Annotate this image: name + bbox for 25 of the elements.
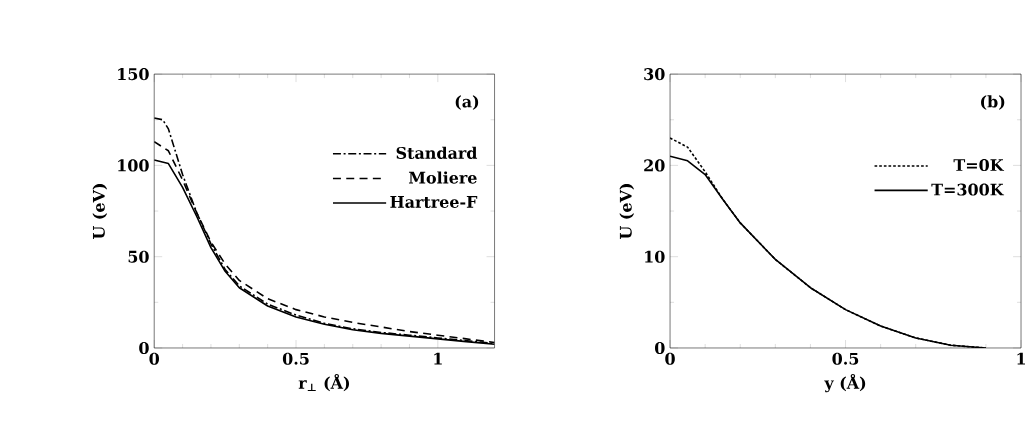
x-tick-label: 0: [149, 352, 160, 365]
y-axis-title: U (eV): [92, 184, 108, 240]
legend-label: T=0K: [953, 159, 1005, 172]
y-tick-label: 50: [128, 250, 149, 263]
y-tick-label: 20: [644, 159, 665, 172]
x-tick-label: 1: [434, 352, 442, 365]
y-tick-label: 150: [118, 68, 149, 81]
legend-label: Standard: [396, 146, 478, 160]
x-tick-label: 1: [1017, 352, 1025, 365]
y-tick-label: 0: [139, 342, 149, 355]
x-tick-label: 0.5: [832, 352, 859, 365]
annotation: (a): [455, 95, 479, 110]
y-tick-label: 30: [644, 68, 665, 81]
x-tick-label: 0.5: [282, 352, 309, 365]
legend-label: Moliere: [408, 171, 477, 184]
x-axis-title: y (Å): [824, 374, 866, 393]
legend-label: Hartree-F: [390, 196, 478, 209]
annotation: (b): [981, 95, 1005, 110]
x-axis-title: r$_{⊥}$ (Å): [298, 374, 350, 392]
y-tick-label: 10: [645, 250, 665, 263]
legend-label: T=300K: [931, 183, 1005, 196]
y-tick-label: 0: [655, 342, 665, 355]
y-axis-title: U (eV): [619, 184, 635, 240]
x-tick-label: 0: [665, 352, 675, 365]
y-tick-label: 100: [118, 159, 149, 172]
